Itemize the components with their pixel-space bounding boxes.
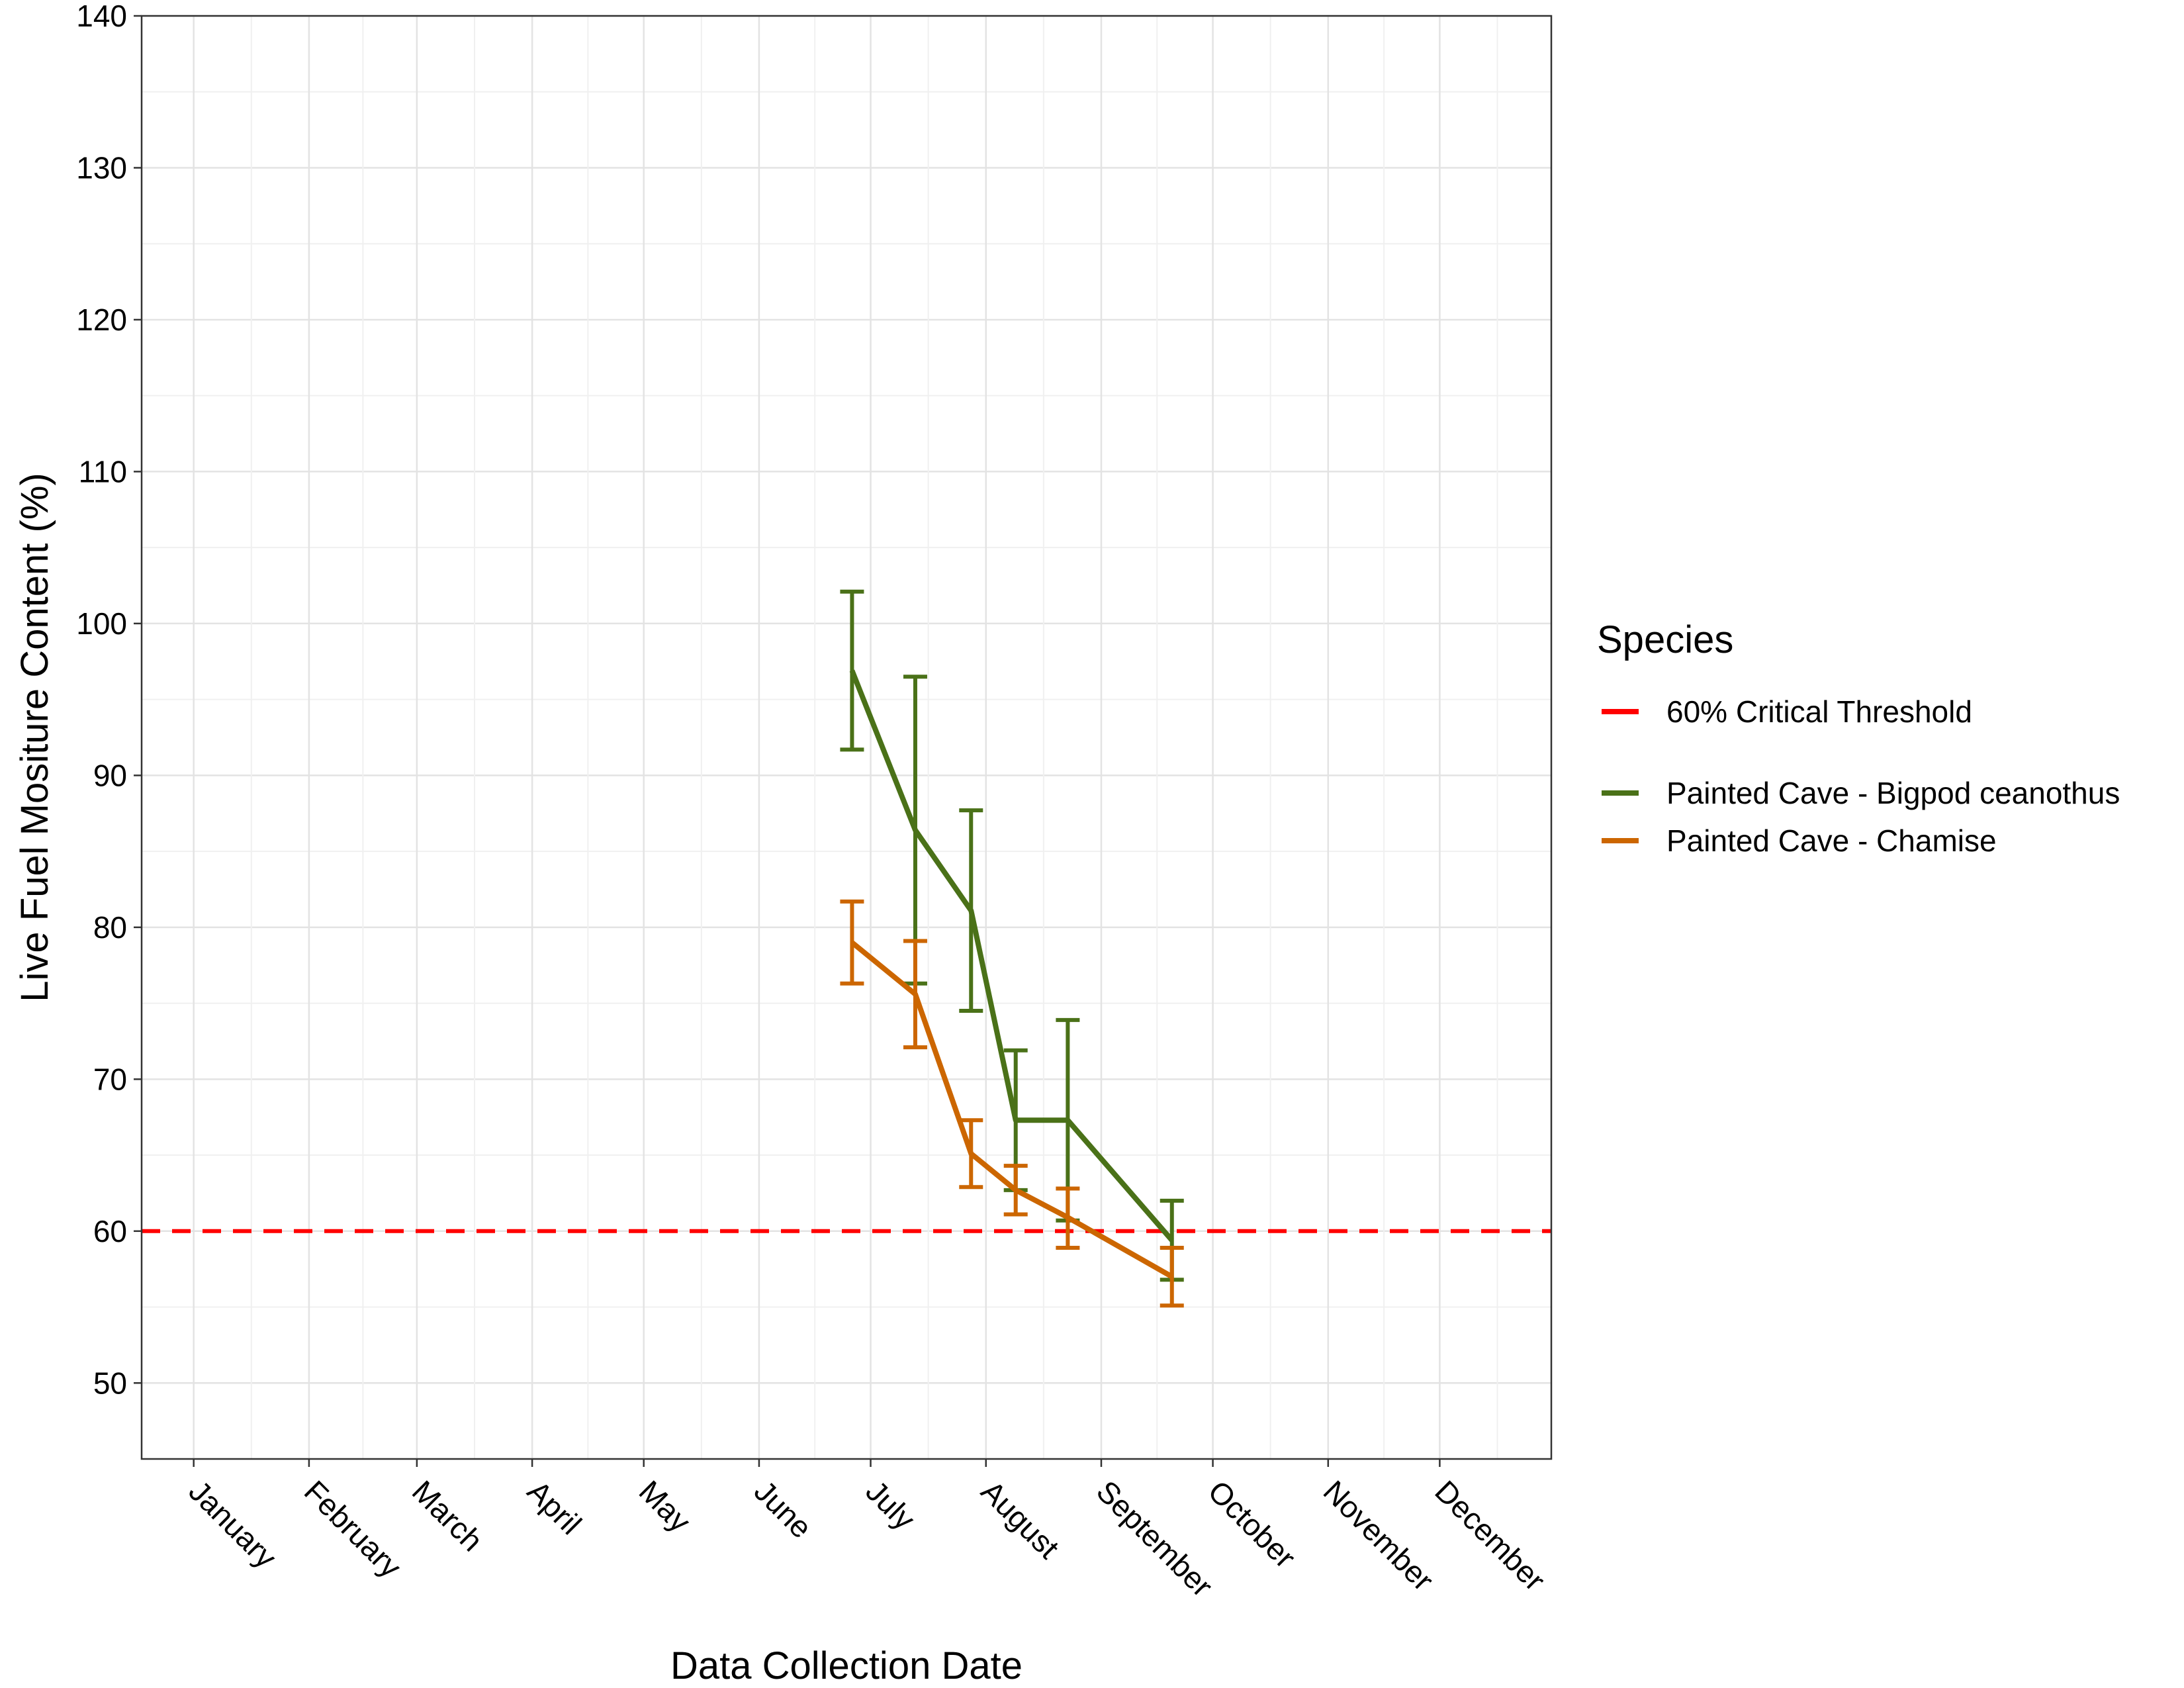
legend-label: Painted Cave - Chamise [1666, 823, 1997, 858]
y-tick-label: 110 [79, 454, 127, 489]
y-axis-title: Live Fuel Mositure Content (%) [13, 473, 56, 1002]
y-tick-label: 80 [93, 910, 127, 945]
series-group [840, 899, 1184, 1308]
y-tick-label: 130 [76, 150, 127, 185]
legend-title: Species [1597, 618, 1733, 661]
y-tick-label: 100 [76, 606, 127, 641]
y-tick-label: 140 [76, 0, 127, 33]
legend-label: Painted Cave - Bigpod ceanothus [1666, 776, 2120, 810]
y-tick-label: 120 [76, 303, 127, 337]
legend-label: 60% Critical Threshold [1666, 694, 1972, 729]
series-line [850, 940, 1173, 1280]
plot-border [140, 15, 1553, 1460]
y-tick-label: 90 [93, 758, 127, 792]
y-tick-label: 50 [93, 1366, 127, 1400]
series-layer [840, 589, 1184, 1308]
x-axis-title: Data Collection Date [670, 1644, 1023, 1687]
series-line [849, 669, 1174, 1243]
y-tick-label: 60 [93, 1214, 127, 1248]
legend: Species 60% Critical Threshold Painted Ca… [1597, 618, 2120, 858]
y-tick-label: 70 [93, 1062, 127, 1096]
